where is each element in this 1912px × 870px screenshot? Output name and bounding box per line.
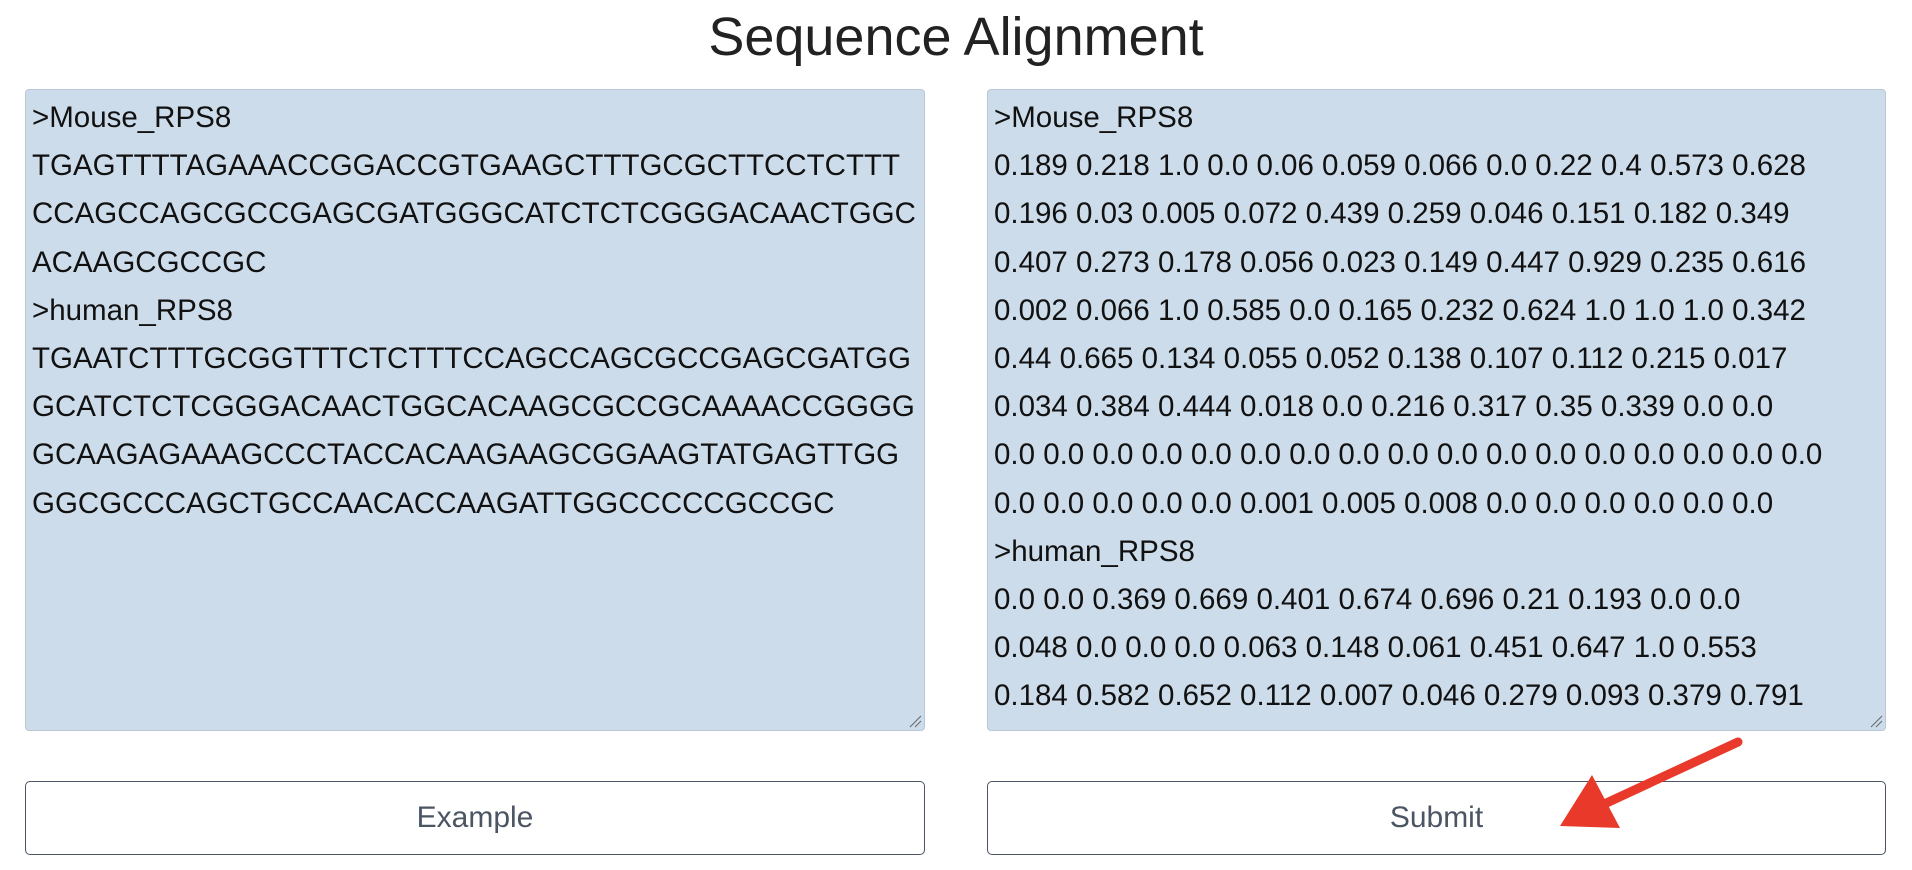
text-line: 0.048 0.0 0.0 0.0 0.063 0.148 0.061 0.45… (994, 631, 1757, 665)
output-textarea[interactable]: >Mouse_RPS8 0.189 0.218 1.0 0.0 0.06 0.05… (987, 89, 1886, 731)
text-line: 0.407 0.273 0.178 0.056 0.023 0.149 0.44… (994, 245, 1806, 279)
resize-grip (909, 715, 922, 728)
text-line: 0.189 0.218 1.0 0.0 0.06 0.059 0.066 0.0… (994, 149, 1806, 183)
text-line: 0.44 0.665 0.134 0.055 0.052 0.138 0.107… (994, 342, 1788, 376)
text-line: 0.002 0.066 1.0 0.585 0.0 0.165 0.232 0.… (994, 293, 1806, 327)
text-line: TGAATCTTTGCGGTTTCTCTTTCCAGCCAGCGCCGAGCGA… (32, 342, 911, 376)
text-line: 0.034 0.384 0.444 0.018 0.0 0.216 0.317 … (994, 390, 1774, 424)
example-button[interactable]: Example (25, 781, 925, 855)
text-line: 0.0 0.0 0.0 0.0 0.0 0.001 0.005 0.008 0.… (994, 486, 1774, 520)
input-textarea[interactable]: >Mouse_RPS8 TGAGTTTTAGAAACCGGACCGTGAAGCTT… (25, 89, 925, 731)
submit-button[interactable]: Submit (987, 781, 1886, 855)
text-line: 0.0 0.0 0.0 0.0 0.0 0.0 0.0 0.0 0.0 0.0 … (994, 438, 1823, 472)
text-line: >Mouse_RPS8 (32, 101, 232, 134)
text-line: GCATCTCTCGGGACAACTGGCACAAGCGCCGCAAAACCGG… (32, 390, 915, 424)
text-line: ACAAGCGCCGC (32, 245, 267, 279)
text-line: TGAGTTTTAGAAACCGGACCGTGAAGCTTTGCGCTTCCTC… (32, 149, 901, 183)
text-line: 0.196 0.03 0.005 0.072 0.439 0.259 0.046… (994, 197, 1790, 231)
page-title: Sequence Alignment (708, 7, 1204, 67)
text-line: CCAGCCAGCGCCGAGCGATGGGCATCTCTCGGGACAACTG… (32, 197, 916, 231)
text-line: 0.0 0.0 0.369 0.669 0.401 0.674 0.696 0.… (994, 583, 1741, 617)
text-line: >Mouse_RPS8 (994, 101, 1194, 134)
text-line: GCAAGAGAAAGCCCTACCACAAGAAGCGGAAGTATGAGTT… (32, 438, 900, 472)
text-line: >human_RPS8 (994, 534, 1195, 568)
text-line: >human_RPS8 (32, 293, 233, 327)
resize-grip (1870, 715, 1883, 728)
text-line: 0.184 0.582 0.652 0.112 0.007 0.046 0.27… (994, 679, 1804, 713)
text-line: GGCGCCCAGCTGCCAACACCAAGATTGGCCCCCGCCGC (32, 486, 835, 520)
